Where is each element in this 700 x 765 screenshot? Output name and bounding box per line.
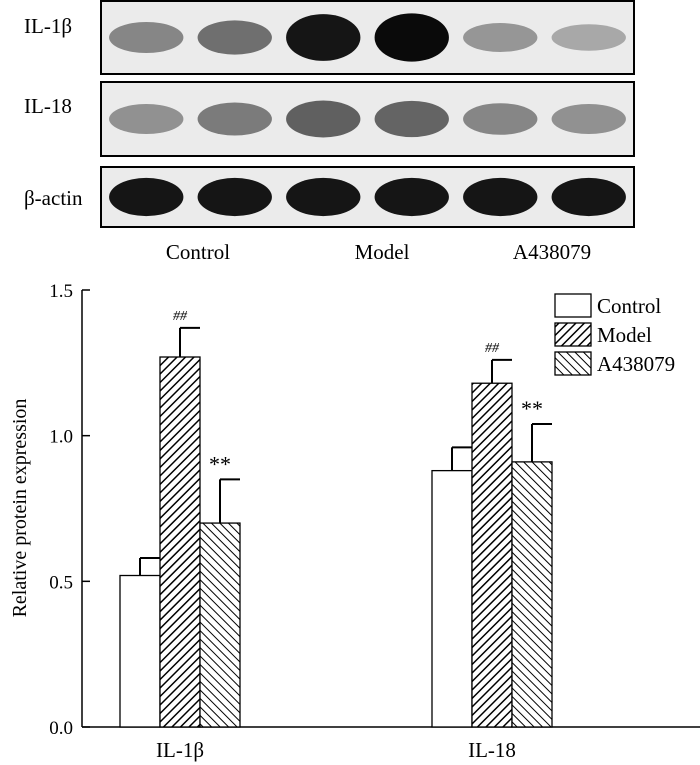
blot-band xyxy=(197,177,272,217)
blot-row-label-il18: IL-18 xyxy=(24,94,72,118)
legend-label-model: Model xyxy=(597,323,652,347)
legend-label-a438079: A438079 xyxy=(597,352,675,376)
bar-a438079-1 xyxy=(511,461,553,728)
y-tick-label: 0.5 xyxy=(49,572,73,593)
legend-label-control: Control xyxy=(597,294,661,318)
significance-annotation: ** xyxy=(521,396,543,421)
blot-bands-actin xyxy=(102,168,633,226)
y-tick-label: 1.5 xyxy=(49,281,73,302)
blot-bands-il18 xyxy=(102,83,633,155)
bar-a438079-0 xyxy=(199,522,241,728)
blot-band xyxy=(551,24,626,51)
bar-control-1 xyxy=(431,469,473,728)
blot-band xyxy=(286,100,361,138)
blot-row-label-actin: β-actin xyxy=(24,186,83,210)
blot-band xyxy=(109,177,184,217)
y-tick-label: 1.0 xyxy=(49,427,73,448)
blot-band xyxy=(463,177,538,217)
blot-band xyxy=(286,177,361,217)
significance-annotation: ## xyxy=(173,309,188,324)
legend-swatch-control xyxy=(554,293,592,318)
blot-bands-il1b xyxy=(102,2,633,73)
x-category-label: IL-1β xyxy=(156,738,204,762)
blot-band xyxy=(197,20,272,55)
blot-band xyxy=(197,102,272,136)
blot-row-il18 xyxy=(100,81,635,157)
blot-row-il1b xyxy=(100,0,635,75)
blot-row-label-il1b: IL-1β xyxy=(24,14,72,38)
blot-band xyxy=(463,23,538,52)
blot-band xyxy=(551,104,626,134)
blot-band xyxy=(109,104,184,134)
blot-band xyxy=(374,100,449,138)
blot-band xyxy=(109,21,184,54)
bar-control-0 xyxy=(119,574,161,728)
y-tick-label: 0.0 xyxy=(49,718,73,739)
blot-group-a438079: A438079 xyxy=(512,240,592,264)
blot-row-actin xyxy=(100,166,635,228)
bar-model-0 xyxy=(159,356,201,728)
x-category-label: IL-18 xyxy=(468,738,516,762)
blot-group-model: Model xyxy=(354,240,410,264)
y-axis-label: Relative protein expression xyxy=(9,399,31,618)
legend-swatch-model xyxy=(554,322,592,347)
bar-model-1 xyxy=(471,382,513,728)
significance-annotation: ## xyxy=(485,341,500,356)
blot-band xyxy=(374,177,449,217)
plot-area: 0.0 0.5 1.0 1.5 ## ** IL-1β ## ** IL-18 xyxy=(49,281,700,762)
blot-group-control: Control xyxy=(165,240,231,264)
bar-chart: Relative protein expression 0.0 0.5 1.0 1.5… xyxy=(9,281,700,762)
legend: Control Model A438079 xyxy=(554,293,675,376)
blot-band xyxy=(286,14,361,61)
legend-swatch-a438079 xyxy=(554,351,592,376)
significance-annotation: ** xyxy=(209,451,231,476)
blot-band xyxy=(374,13,449,62)
blot-band xyxy=(463,103,538,135)
blot-band xyxy=(551,177,626,217)
